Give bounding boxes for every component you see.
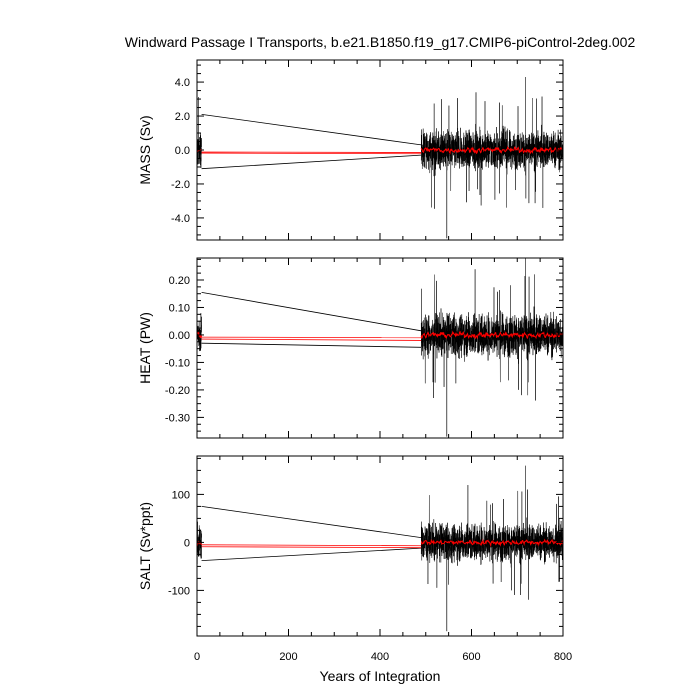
- salt-red-series: [196, 538, 564, 549]
- series-segment-0: [196, 521, 202, 564]
- envelope-min-line: [201, 342, 422, 348]
- y-tick-label: -4.0: [171, 213, 190, 225]
- y-tick-label: -0.10: [165, 357, 190, 369]
- y-tick-label: 2.0: [175, 111, 190, 123]
- heat-y-axis-label: HEAT (PW): [137, 312, 153, 384]
- red-connector-line-1: [201, 152, 422, 155]
- salt-envelope-lines: [201, 506, 422, 562]
- y-tick-label: 4.0: [175, 77, 190, 89]
- series-segment-0: [196, 313, 202, 352]
- red-series-segment-1: [420, 330, 564, 340]
- salt-series: [196, 465, 564, 632]
- x-tick-label: 0: [194, 651, 200, 663]
- heat-red-series: [196, 330, 564, 341]
- envelope-min-line: [201, 547, 422, 562]
- red-series-segment-0: [196, 541, 203, 547]
- red-connector-line-0: [201, 544, 422, 547]
- x-tick-labels: 0 200 400 600 800: [194, 651, 572, 663]
- red-connector-line-1: [201, 338, 422, 341]
- y-tick-label: -100: [168, 585, 190, 597]
- red-series-segment-1: [420, 145, 564, 155]
- heat-panel: 0.20 0.10 0.00 -0.10 -0.20 -0.30 HEAT (PW): [137, 257, 564, 439]
- mass-panel: 4.0 2.0 0.0 -2.0 -4.0 MASS (Sv): [137, 59, 564, 241]
- red-series-segment-1: [420, 538, 564, 548]
- mass-y-tick-labels: 4.0 2.0 0.0 -2.0 -4.0: [171, 77, 190, 225]
- x-tick-label: 600: [462, 651, 480, 663]
- x-tick-label: 800: [554, 651, 572, 663]
- mass-red-series: [196, 145, 564, 155]
- y-tick-label: 100: [172, 489, 190, 501]
- x-tick-label: 400: [371, 651, 389, 663]
- envelope-min-line: [201, 154, 422, 170]
- series-segment-1: [420, 485, 564, 600]
- red-connector-line-0: [201, 151, 422, 153]
- y-tick-label: 0.10: [169, 302, 190, 314]
- envelope-max-line: [201, 113, 422, 146]
- y-tick-label: 0.20: [169, 275, 190, 287]
- mass-y-ticks: [197, 64, 563, 236]
- mass-y-axis-label: MASS (Sv): [137, 115, 153, 184]
- mass-x-ticks: [196, 60, 564, 240]
- mass-envelope-lines: [201, 113, 422, 170]
- red-series-segment-0: [196, 331, 203, 339]
- y-tick-label: -0.30: [165, 412, 190, 424]
- series-segment-1: [420, 269, 564, 401]
- salt-y-axis-label: SALT (Sv*ppt): [137, 502, 153, 590]
- y-tick-label: 0: [184, 537, 190, 549]
- x-axis-label: Years of Integration: [320, 668, 441, 684]
- salt-y-tick-labels: 100 0 -100: [168, 489, 190, 597]
- figure-title: Windward Passage I Transports, b.e21.B18…: [125, 34, 636, 50]
- x-tick-label: 200: [279, 651, 297, 663]
- heat-envelope-lines: [201, 291, 422, 348]
- red-connector-line-0: [201, 336, 422, 339]
- red-connector-line-1: [201, 546, 422, 549]
- heat-series: [196, 258, 564, 437]
- y-tick-label: 0.00: [169, 330, 190, 342]
- salt-x-ticks: [196, 456, 564, 636]
- envelope-max-line: [201, 291, 422, 332]
- heat-y-tick-labels: 0.20 0.10 0.00 -0.10 -0.20 -0.30: [165, 275, 190, 424]
- heat-y-ticks: [197, 258, 563, 439]
- y-tick-label: 0.0: [175, 145, 190, 157]
- salt-panel: 100 0 -100 SALT (Sv*ppt): [137, 455, 564, 637]
- heat-x-ticks: [196, 258, 564, 438]
- y-tick-label: -0.20: [165, 385, 190, 397]
- salt-y-ticks: [197, 457, 563, 627]
- y-tick-label: -2.0: [171, 179, 190, 191]
- envelope-max-line: [201, 506, 422, 538]
